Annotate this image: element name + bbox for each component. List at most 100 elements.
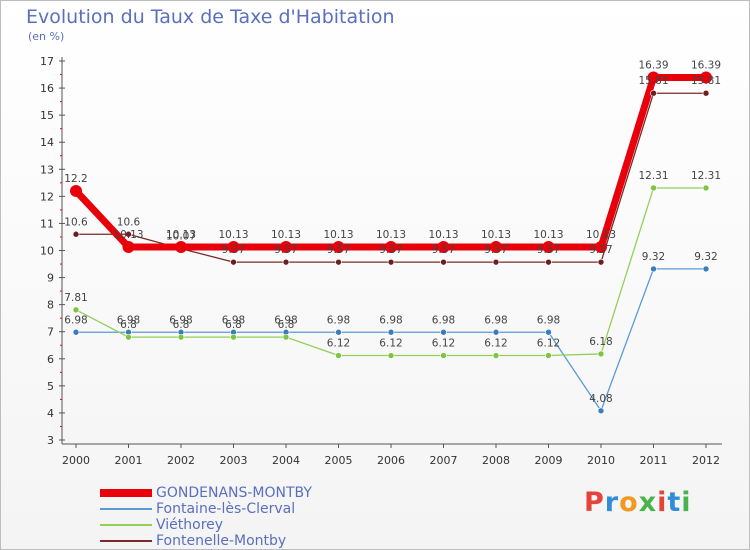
data-point (332, 240, 345, 253)
data-point (650, 265, 657, 273)
data-point (335, 352, 342, 359)
y-tick-label: 11 (40, 217, 54, 230)
logo-letter: o (619, 487, 639, 518)
data-point (72, 328, 80, 336)
data-point (702, 89, 710, 97)
data-label: 6.12 (379, 338, 402, 350)
data-label: 10.13 (376, 229, 406, 241)
data-label: 10.13 (586, 229, 616, 241)
data-label: 6.98 (222, 314, 245, 326)
data-label: 10.13 (113, 229, 143, 241)
data-point (440, 328, 447, 336)
data-point (490, 240, 502, 253)
legend: GONDENANS-MONTBY Fontaine-lès-Clerval Vi… (100, 485, 312, 549)
data-label: 15.81 (638, 75, 668, 87)
y-tick-label: 5 (47, 380, 54, 393)
data-point (545, 258, 552, 266)
y-tick-label: 15 (40, 109, 54, 122)
data-label: 15.81 (691, 75, 721, 87)
data-point (387, 258, 395, 266)
data-point (700, 71, 712, 84)
data-point (280, 240, 292, 253)
data-label: 9.32 (642, 251, 665, 263)
legend-label: Fontaine-lès-Clerval (156, 501, 296, 517)
data-label: 6.12 (432, 338, 455, 350)
x-tick-label: 2009 (535, 454, 563, 467)
data-point (282, 333, 290, 341)
legend-item: Viéthorey (100, 517, 312, 533)
data-point (595, 240, 607, 253)
data-point (335, 328, 342, 336)
data-label: 6.98 (327, 314, 350, 326)
data-point (177, 333, 185, 341)
data-point (125, 333, 132, 341)
data-label: 9.57 (379, 244, 402, 256)
data-label: 6.98 (537, 314, 560, 326)
x-tick-label: 2004 (272, 454, 300, 467)
data-label: 6.98 (274, 314, 297, 326)
data-point (125, 230, 132, 238)
data-label: 10.6 (117, 216, 141, 228)
data-label: 9.57 (222, 244, 245, 256)
y-tick-label: 4 (47, 407, 54, 420)
data-label: 9.57 (589, 244, 612, 256)
data-point (230, 258, 237, 266)
data-label: 6.8 (120, 319, 137, 331)
x-tick-label: 2005 (325, 454, 353, 467)
data-label: 10.13 (218, 229, 248, 241)
data-point (175, 240, 187, 253)
data-point (597, 350, 605, 358)
y-tick-label: 3 (47, 434, 54, 447)
data-point (72, 230, 80, 238)
x-tick-label: 2001 (115, 454, 143, 467)
data-point (437, 240, 450, 253)
legend-item: Fontenelle-Montby (100, 533, 312, 549)
legend-swatch (100, 524, 152, 526)
data-point (492, 328, 500, 336)
y-tick-label: 10 (40, 245, 54, 258)
data-label: 6.8 (278, 319, 295, 331)
x-tick-label: 2000 (62, 454, 90, 467)
x-tick-label: 2002 (167, 454, 195, 467)
data-label: 9.57 (432, 244, 455, 256)
y-tick-label: 7 (47, 326, 54, 339)
data-point (70, 184, 82, 197)
legend-swatch (100, 540, 152, 542)
data-point (545, 328, 552, 336)
data-point (702, 265, 710, 273)
data-label: 9.32 (694, 251, 717, 263)
data-point (702, 184, 710, 192)
data-label: 9.57 (327, 244, 350, 256)
data-point (440, 352, 447, 359)
data-point (647, 71, 660, 84)
data-point (387, 328, 395, 336)
data-label: 6.12 (537, 338, 560, 350)
x-tick-label: 2012 (692, 454, 720, 467)
data-label: 4.08 (589, 393, 612, 405)
x-tick-label: 2003 (220, 454, 248, 467)
data-label: 10.13 (481, 229, 511, 241)
data-point (542, 240, 555, 253)
data-point (650, 89, 657, 97)
legend-swatch (100, 508, 152, 510)
logo-letter: r (604, 487, 620, 518)
data-label: 6.98 (117, 314, 140, 326)
y-tick-label: 9 (47, 272, 54, 285)
data-label: 6.98 (169, 314, 192, 326)
series-line (72, 74, 710, 251)
data-label: 16.39 (638, 60, 668, 72)
y-tick-label: 14 (40, 136, 54, 149)
data-label: 7.81 (64, 292, 87, 304)
data-label: 12.31 (691, 170, 721, 182)
x-tick-label: 2008 (482, 454, 510, 467)
data-point (492, 352, 500, 359)
legend-swatch (100, 489, 152, 497)
data-label: 10.13 (533, 229, 563, 241)
data-label: 12.2 (64, 173, 87, 185)
legend-item: GONDENANS-MONTBY (100, 485, 312, 501)
data-point (72, 306, 80, 314)
y-tick-label: 13 (40, 163, 54, 176)
x-tick-label: 2010 (587, 454, 615, 467)
